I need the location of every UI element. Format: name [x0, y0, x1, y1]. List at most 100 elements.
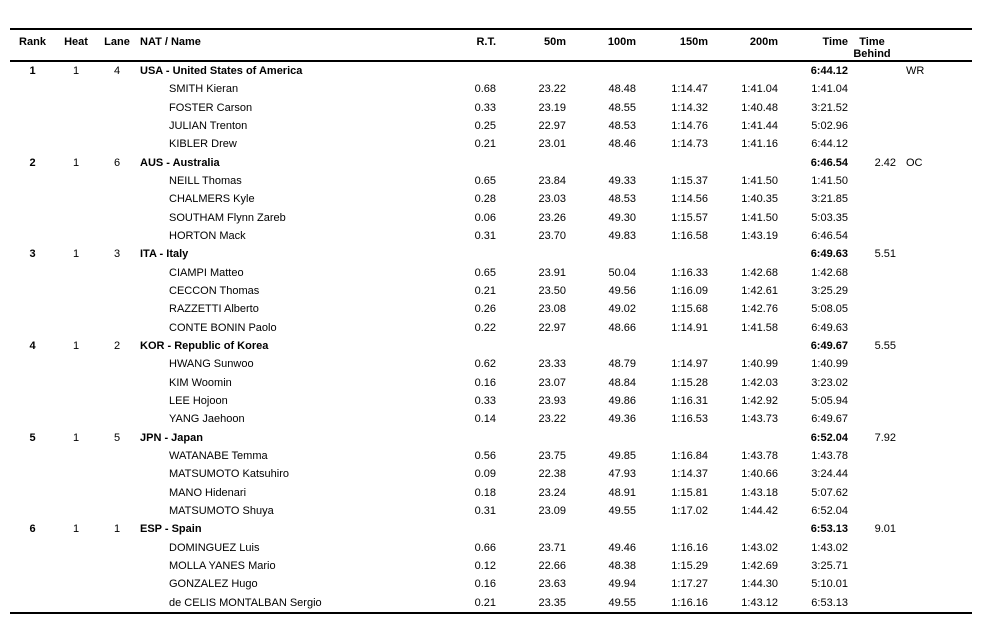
- cumulative-time-cell: 6:49.67: [811, 413, 848, 426]
- split-150m-cell: 1:14.56: [671, 193, 708, 206]
- split-50m-cell: 23.84: [538, 174, 566, 187]
- split-50m-cell: 23.09: [538, 504, 566, 517]
- team-row: 1 1 4 USA - United States of America 6:44.12…: [10, 62, 972, 80]
- swimmer-name: MOLLA YANES Mario: [169, 559, 276, 572]
- split-200m-cell: 1:42.61: [741, 284, 778, 297]
- reaction-time-cell: 0.25: [474, 119, 496, 132]
- split-50m-cell: 22.97: [538, 119, 566, 132]
- swimmer-row: CIAMPI Matteo 0.65 23.91 50.04 1:16.33 1:42.6…: [10, 264, 972, 282]
- reaction-time-cell: 0.22: [474, 321, 496, 334]
- cumulative-time-cell: 6:53.13: [811, 596, 848, 609]
- reaction-time-cell: 0.06: [474, 211, 496, 224]
- reaction-time-cell: 0.62: [474, 358, 496, 371]
- reaction-time-cell: 0.68: [474, 83, 496, 96]
- swimmer-row: KIBLER Drew 0.21 23.01 48.46 1:14.73 1:41.16 6…: [10, 135, 972, 153]
- team-name: KOR - Republic of Korea: [140, 339, 269, 352]
- team-lane: 2: [113, 339, 121, 352]
- split-50m-cell: 23.01: [538, 138, 566, 151]
- split-100m-cell: 49.85: [608, 449, 636, 462]
- split-150m-cell: 1:14.47: [671, 83, 708, 96]
- table-header: Rank Heat Lane NAT / Name R.T. 50m 100m …: [10, 28, 972, 62]
- reaction-time-cell: 0.33: [474, 101, 496, 114]
- cumulative-time-cell: 5:03.35: [811, 211, 848, 224]
- team-heat: 1: [72, 431, 80, 444]
- split-100m-cell: 49.94: [608, 578, 636, 591]
- split-200m-cell: 1:42.69: [741, 559, 778, 572]
- split-200m-cell: 1:40.48: [741, 101, 778, 114]
- swimmer-row: WATANABE Temma 0.56 23.75 49.85 1:16.84 1:43.…: [10, 447, 972, 465]
- team-heat: 1: [72, 156, 80, 169]
- cumulative-time-cell: 1:42.68: [811, 266, 848, 279]
- cumulative-time-cell: 1:41.04: [811, 83, 848, 96]
- team-time-behind: 7.92: [874, 431, 896, 444]
- split-100m-cell: 49.02: [608, 303, 636, 316]
- swimmer-name: RAZZETTI Alberto: [169, 303, 259, 316]
- swimmer-name: JULIAN Trenton: [169, 119, 248, 132]
- split-100m-cell: 48.55: [608, 101, 636, 114]
- swimmer-name: SOUTHAM Flynn Zareb: [169, 211, 286, 224]
- split-50m-cell: 23.22: [538, 83, 566, 96]
- team-time-behind: 5.51: [874, 248, 896, 261]
- split-50m-cell: 22.97: [538, 321, 566, 334]
- team-name: JPN - Japan: [140, 431, 203, 444]
- reaction-time-cell: 0.18: [474, 486, 496, 499]
- split-150m-cell: 1:15.28: [671, 376, 708, 389]
- split-100m-cell: 49.86: [608, 394, 636, 407]
- team-lane: 3: [113, 248, 121, 261]
- split-50m-cell: 23.93: [538, 394, 566, 407]
- split-150m-cell: 1:15.29: [671, 559, 708, 572]
- split-100m-cell: 49.33: [608, 174, 636, 187]
- col-200m: 200m: [749, 36, 778, 48]
- table-bottom-rule: [10, 611, 972, 614]
- cumulative-time-cell: 1:43.02: [811, 541, 848, 554]
- split-50m-cell: 23.35: [538, 596, 566, 609]
- split-150m-cell: 1:16.16: [671, 596, 708, 609]
- col-record: [896, 30, 972, 36]
- cumulative-time-cell: 6:46.54: [811, 229, 848, 242]
- split-200m-cell: 1:42.68: [741, 266, 778, 279]
- split-200m-cell: 1:43.12: [741, 596, 778, 609]
- reaction-time-cell: 0.31: [474, 229, 496, 242]
- reaction-time-cell: 0.56: [474, 449, 496, 462]
- split-200m-cell: 1:43.18: [741, 486, 778, 499]
- split-50m-cell: 23.70: [538, 229, 566, 242]
- split-150m-cell: 1:17.02: [671, 504, 708, 517]
- swimmer-name: DOMINGUEZ Luis: [169, 541, 260, 554]
- split-50m-cell: 23.22: [538, 413, 566, 426]
- record-tag: OC: [906, 156, 923, 169]
- team-heat: 1: [72, 523, 80, 536]
- team-time: 6:44.12: [810, 65, 848, 77]
- split-150m-cell: 1:14.73: [671, 138, 708, 151]
- split-100m-cell: 48.91: [608, 486, 636, 499]
- swimmer-row: CONTE BONIN Paolo 0.22 22.97 48.66 1:14.91 1:…: [10, 319, 972, 337]
- col-lane: Lane: [104, 36, 130, 48]
- split-150m-cell: 1:14.97: [671, 358, 708, 371]
- split-50m-cell: 22.38: [538, 468, 566, 481]
- swimmer-name: FOSTER Carson: [169, 101, 253, 114]
- split-150m-cell: 1:14.91: [671, 321, 708, 334]
- split-50m-cell: 22.66: [538, 559, 566, 572]
- split-100m-cell: 48.53: [608, 193, 636, 206]
- team-heat: 1: [72, 248, 80, 261]
- swimmer-name: MATSUMOTO Katsuhiro: [169, 468, 290, 481]
- team-lane: 6: [113, 156, 121, 169]
- record-tag: WR: [906, 65, 925, 77]
- cumulative-time-cell: 5:10.01: [811, 578, 848, 591]
- swimmer-name: WATANABE Temma: [169, 449, 268, 462]
- team-heat: 1: [72, 65, 80, 77]
- split-100m-cell: 48.84: [608, 376, 636, 389]
- col-100m: 100m: [607, 36, 636, 48]
- split-200m-cell: 1:41.50: [741, 174, 778, 187]
- split-200m-cell: 1:41.04: [741, 83, 778, 96]
- team-time: 6:52.04: [810, 431, 848, 444]
- swimmer-row: DOMINGUEZ Luis 0.66 23.71 49.46 1:16.16 1:43.…: [10, 539, 972, 557]
- swimmer-name: KIBLER Drew: [169, 138, 237, 151]
- swimmer-name: KIM Woomin: [169, 376, 232, 389]
- team-row: 6 1 1 ESP - Spain 6:53.13 9.01: [10, 520, 972, 538]
- cumulative-time-cell: 3:25.29: [811, 284, 848, 297]
- swimmer-row: MATSUMOTO Katsuhiro 0.09 22.38 47.93 1:14.37…: [10, 465, 972, 483]
- cumulative-time-cell: 6:52.04: [811, 504, 848, 517]
- team-rank: 1: [29, 65, 36, 77]
- team-time-behind: 5.55: [874, 339, 896, 352]
